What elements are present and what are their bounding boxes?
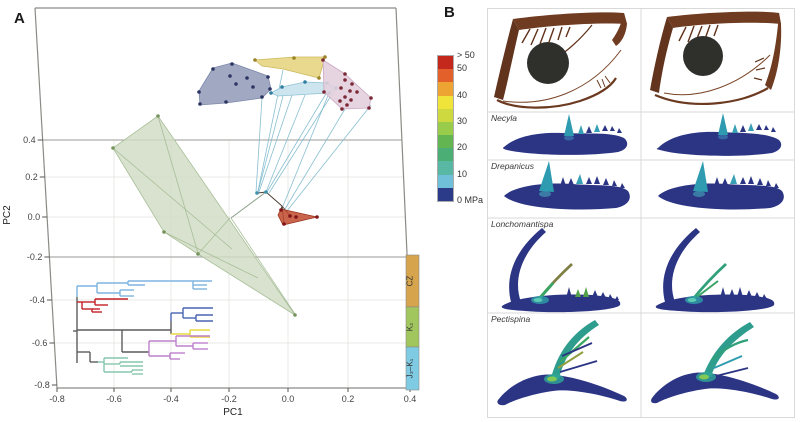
- femoral-spines: [521, 26, 571, 46]
- small-spines: [732, 123, 776, 133]
- grid-borders: [487, 8, 795, 418]
- svg-text:-0.6: -0.6: [32, 338, 48, 348]
- svg-text:-0.4: -0.4: [163, 394, 179, 404]
- svg-text:-0.8: -0.8: [34, 380, 50, 390]
- small-spines: [566, 287, 619, 300]
- legend-label-4: 20: [457, 142, 468, 153]
- plot-3d-box-edges: [34, 7, 414, 389]
- tibial-spines: [753, 57, 766, 81]
- tree-clade-yellow: [171, 329, 210, 338]
- svg-text:-0.2: -0.2: [221, 394, 237, 404]
- tree-clade-darkblue: [170, 307, 213, 322]
- fea-model-pectispina-right: [651, 322, 779, 404]
- legend-segment-7: [438, 148, 453, 162]
- small-spines: [578, 124, 622, 134]
- legend-segment-5: [438, 121, 453, 136]
- legend-label-5: 10: [457, 168, 468, 179]
- tree-clade-seafoam: [98, 357, 143, 375]
- x-axis-title: PC1: [223, 407, 243, 418]
- hull-green: [112, 115, 296, 316]
- legend-label-0: > 50: [457, 50, 475, 60]
- tarsal-hairs: [596, 75, 611, 89]
- legend-segment-8: [438, 161, 453, 175]
- femoral-spines: [678, 24, 719, 43]
- svg-text:0.4: 0.4: [23, 135, 36, 145]
- prey-sphere: [527, 42, 569, 84]
- strat-segment-2: [405, 346, 420, 391]
- row-label-lonchomantispa: Lonchomantispa: [491, 219, 554, 229]
- fea-model-lonchomantispa-right: [655, 228, 775, 313]
- tree-clade-red: [77, 298, 128, 313]
- pca-morphospace-plot: 0.4 0.2 0.0 -0.2 -0.4 -0.6 -0.8 -0.8 -0.6 -0.4 -0.…: [2, 7, 420, 418]
- tree-backbone: [73, 297, 172, 363]
- stress-color-bar: [437, 55, 454, 202]
- row-label-necyla: Necyla: [491, 113, 517, 123]
- legend-segment-0: [438, 56, 453, 70]
- legend-segment-2: [438, 82, 453, 96]
- strat-label-2: J₃–K₁: [406, 358, 415, 378]
- legend-segment-6: [438, 135, 453, 149]
- stratigraphic-bar: CZ K₂ J₃–K₁: [405, 254, 420, 391]
- svg-text:0.0: 0.0: [28, 212, 41, 222]
- svg-text:0.0: 0.0: [282, 394, 295, 404]
- row-label-drepanicus: Drepanicus: [491, 161, 535, 171]
- panel-b-label: B: [444, 4, 455, 21]
- svg-text:-0.2: -0.2: [27, 252, 43, 262]
- hull-pink: [322, 59, 372, 110]
- legend-segment-1: [438, 69, 453, 83]
- legend-segment-3: [438, 95, 453, 109]
- legend-label-1: 50: [457, 63, 468, 74]
- stress-color-legend: > 50 50 40 30 20 10 0 MPa: [437, 50, 497, 205]
- tree-clade-lightblue: [76, 280, 212, 297]
- fea-model-drepanicus-left: [504, 161, 630, 210]
- fea-model-pectispina-left: [497, 320, 627, 406]
- legend-segment-10: [438, 187, 453, 201]
- strat-label-1: K₂: [406, 323, 415, 331]
- svg-text:-0.4: -0.4: [29, 295, 45, 305]
- plot-axis-ticks: 0.4 0.2 0.0 -0.2 -0.4 -0.6 -0.8 -0.8 -0.6 -0.4 -0.…: [23, 135, 416, 404]
- fea-results-grid: Necyla Drepanicus Lonchomantispa Pectisp…: [487, 8, 795, 418]
- plot-content: [73, 55, 373, 375]
- tree-clade-purple: [148, 335, 210, 360]
- legend-label-2: 40: [457, 89, 468, 100]
- legend-label-6: 0 MPa: [457, 195, 484, 205]
- small-spines: [720, 287, 767, 299]
- prey-sphere: [683, 36, 723, 76]
- legend-segment-9: [438, 174, 453, 188]
- svg-text:0.4: 0.4: [404, 394, 417, 404]
- row-label-pectispina: Pectispina: [491, 314, 530, 324]
- fea-model-necyla-right: [656, 113, 782, 156]
- svg-text:-0.8: -0.8: [49, 394, 65, 404]
- svg-text:0.2: 0.2: [25, 172, 38, 182]
- foreleg-model-extant-left: [494, 12, 627, 109]
- svg-text:0.2: 0.2: [342, 394, 355, 404]
- fea-model-lonchomantispa-left: [501, 228, 621, 313]
- fea-model-drepanicus-right: [658, 161, 784, 210]
- strat-label-0: CZ: [406, 276, 415, 287]
- small-spines: [714, 174, 779, 188]
- foreleg-model-extant-right: [650, 11, 782, 106]
- legend-segment-4: [438, 108, 453, 122]
- fea-model-necyla-left: [503, 114, 628, 155]
- svg-text:-0.6: -0.6: [106, 394, 122, 404]
- small-spines: [560, 174, 625, 188]
- legend-label-3: 30: [457, 115, 468, 126]
- panel-a-label: A: [14, 10, 25, 27]
- y-axis-title: PC2: [2, 205, 13, 225]
